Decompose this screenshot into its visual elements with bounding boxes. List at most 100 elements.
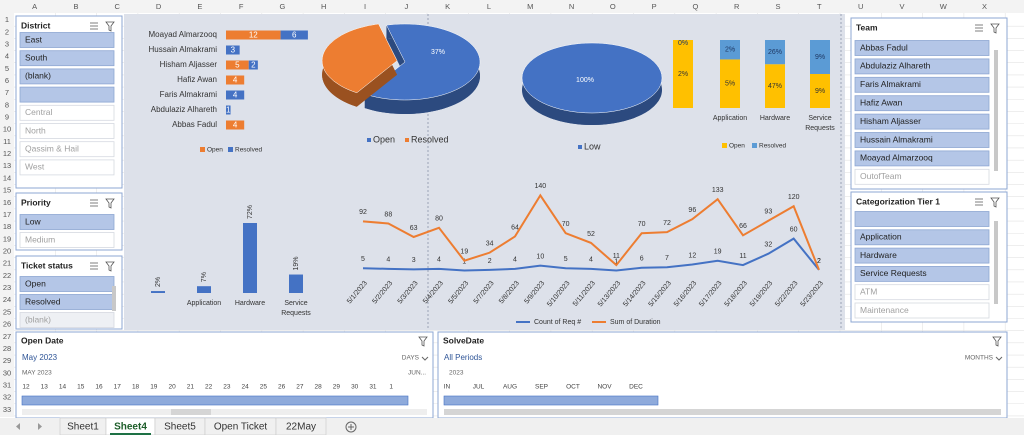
column-header[interactable]: H [321, 2, 326, 11]
column-header[interactable]: S [776, 2, 781, 11]
column-header[interactable]: K [445, 2, 450, 11]
sheet-tab[interactable] [275, 417, 327, 435]
slicer-item[interactable] [854, 229, 990, 246]
column-header[interactable]: Q [693, 2, 699, 11]
column-header[interactable]: V [899, 2, 904, 11]
row-header[interactable]: 28 [3, 344, 11, 353]
multi-select-icon[interactable] [90, 199, 98, 207]
row-header[interactable]: 29 [3, 356, 11, 365]
clear-filter-icon[interactable] [105, 198, 115, 209]
row-header[interactable]: 5 [5, 64, 9, 73]
timeline-unit[interactable]: 14 [59, 384, 67, 391]
multi-select-icon[interactable] [975, 198, 983, 206]
row-header[interactable]: 33 [3, 405, 11, 414]
column-header[interactable]: L [487, 2, 491, 11]
row-header[interactable]: 26 [3, 320, 11, 329]
slicer-item[interactable] [854, 95, 990, 112]
tab-scroll-right[interactable] [38, 423, 42, 430]
row-header[interactable]: 20 [3, 246, 11, 255]
row-header[interactable]: 6 [5, 76, 9, 85]
multi-select-icon[interactable] [975, 24, 983, 32]
column-header[interactable]: J [404, 2, 408, 11]
row-header[interactable]: 24 [3, 295, 11, 304]
slicer-item[interactable] [854, 284, 990, 301]
column-header[interactable]: D [156, 2, 162, 11]
column-header[interactable]: F [239, 2, 244, 11]
column-header[interactable]: T [817, 2, 822, 11]
sheet-tab-label[interactable]: Open Ticket [214, 422, 268, 433]
tab-scroll-left[interactable] [16, 423, 20, 430]
row-header[interactable]: 27 [3, 332, 11, 341]
slicer-item[interactable] [19, 50, 115, 67]
slicer-item[interactable] [854, 265, 990, 282]
row-header[interactable]: 11 [3, 137, 11, 146]
slicer-item[interactable] [854, 113, 990, 130]
timeline-scroll-thumb[interactable] [444, 409, 1001, 415]
timeline-unit[interactable]: 17 [114, 384, 122, 391]
timeline-unit[interactable]: 28 [315, 384, 323, 391]
timeline-unit[interactable]: 19 [150, 384, 158, 391]
column-header[interactable]: O [610, 2, 616, 11]
row-header[interactable]: 13 [3, 161, 11, 170]
clear-filter-icon[interactable] [105, 261, 115, 272]
column-header[interactable]: P [652, 2, 657, 11]
slicer-item[interactable] [854, 40, 990, 56]
timeline-unit[interactable]: 18 [132, 384, 140, 391]
row-header[interactable]: 12 [3, 149, 11, 158]
timeline-unit[interactable]: 24 [242, 384, 250, 391]
slicer-item[interactable] [19, 276, 115, 292]
row-header[interactable]: 17 [3, 210, 11, 219]
timeline-level[interactable]: DAYS [402, 355, 420, 362]
timeline-unit[interactable]: 30 [351, 384, 359, 391]
row-header[interactable]: 23 [3, 283, 11, 292]
row-header[interactable]: 19 [3, 234, 11, 243]
row-header[interactable]: 8 [5, 100, 9, 109]
row-header[interactable]: 9 [5, 113, 9, 122]
slicer-item[interactable] [854, 150, 990, 167]
column-header[interactable]: E [197, 2, 202, 11]
row-header[interactable]: 14 [3, 173, 11, 182]
dropdown-arrow[interactable] [421, 356, 429, 361]
clear-filter-icon[interactable] [992, 336, 1002, 347]
row-header[interactable]: 3 [5, 39, 9, 48]
row-header[interactable]: 10 [3, 125, 11, 134]
row-header[interactable]: 32 [3, 393, 11, 402]
column-header[interactable]: N [569, 2, 574, 11]
timeline-unit[interactable]: 20 [168, 384, 176, 391]
timeline-range[interactable] [443, 395, 659, 406]
timeline-level[interactable]: MONTHS [965, 355, 994, 362]
column-header[interactable]: A [32, 2, 37, 11]
slicer-item[interactable] [19, 214, 115, 230]
timeline-unit[interactable]: 1 [389, 384, 393, 391]
multi-select-icon[interactable] [90, 262, 98, 270]
row-header[interactable]: 15 [3, 186, 11, 195]
timeline-unit[interactable]: SEP [535, 384, 548, 391]
clear-filter-icon[interactable] [990, 197, 1000, 208]
timeline-unit[interactable]: 27 [296, 384, 304, 391]
row-header[interactable]: 2 [5, 27, 9, 36]
slicer-item[interactable] [19, 232, 115, 248]
slicer-item[interactable] [854, 247, 990, 264]
sheet-tab-label[interactable]: Sheet4 [114, 422, 147, 433]
dropdown-arrow[interactable] [995, 356, 1003, 361]
timeline-scroll-thumb[interactable] [171, 409, 211, 415]
column-header[interactable]: B [73, 2, 78, 11]
column-header[interactable]: M [527, 2, 533, 11]
clear-filter-icon[interactable] [990, 23, 1000, 34]
slicer-item[interactable] [854, 302, 990, 319]
timeline-unit[interactable]: 26 [278, 384, 286, 391]
slicer-item[interactable] [19, 68, 115, 85]
timeline-unit[interactable]: 12 [22, 384, 30, 391]
slicer-item[interactable] [854, 211, 990, 227]
slicer-item[interactable] [854, 132, 990, 148]
column-header[interactable]: G [280, 2, 286, 11]
timeline-unit[interactable]: DEC [629, 384, 643, 391]
column-header[interactable]: R [734, 2, 740, 11]
sheet-tab-label[interactable]: Sheet1 [67, 422, 99, 433]
slicer-item[interactable] [19, 86, 115, 103]
row-header[interactable]: 30 [3, 368, 11, 377]
timeline-range[interactable] [21, 395, 409, 406]
slicer-item[interactable] [854, 168, 990, 185]
timeline-unit[interactable]: 23 [223, 384, 231, 391]
timeline-unit[interactable]: OCT [566, 384, 580, 391]
